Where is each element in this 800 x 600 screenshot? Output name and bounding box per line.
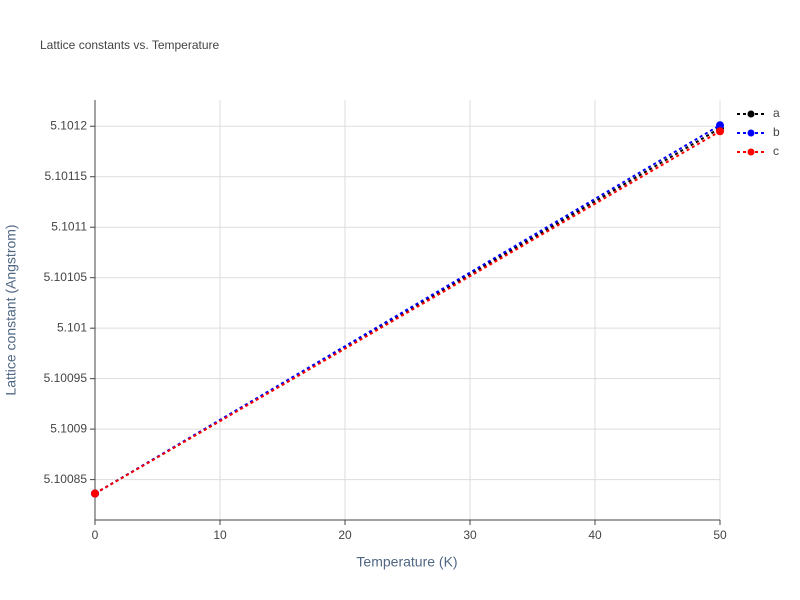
data-point [91,489,99,498]
y-axis-label: Lattice constant (Angstrom) [3,224,19,395]
legend-marker [747,129,755,137]
x-tick-label: 0 [92,528,99,542]
legend-marker [747,148,755,156]
y-tick-label: 5.10105 [44,270,88,284]
legend-label: a [773,106,780,120]
x-tick-label: 30 [463,528,477,542]
data-point [716,127,724,136]
x-tick-label: 20 [338,528,352,542]
x-axis-label: Temperature (K) [356,554,457,570]
y-tick-label: 5.1009 [50,421,87,435]
data-point [716,121,724,130]
x-tick-label: 50 [713,528,727,542]
x-tick-label: 40 [588,528,602,542]
chart-title: Lattice constants vs. Temperature [40,38,220,52]
y-tick-label: 5.1012 [50,118,87,132]
series-line [94,130,721,495]
legend-label: c [773,144,779,158]
y-tick-label: 5.10095 [44,371,88,385]
x-tick-label: 10 [213,528,227,542]
y-tick-label: 5.10085 [44,472,88,486]
legend-label: b [773,125,780,139]
y-tick-label: 5.10115 [45,169,88,183]
y-tick-label: 5.101 [57,320,87,334]
y-tick-label: 5.1011 [51,219,87,233]
legend-marker [747,110,755,118]
